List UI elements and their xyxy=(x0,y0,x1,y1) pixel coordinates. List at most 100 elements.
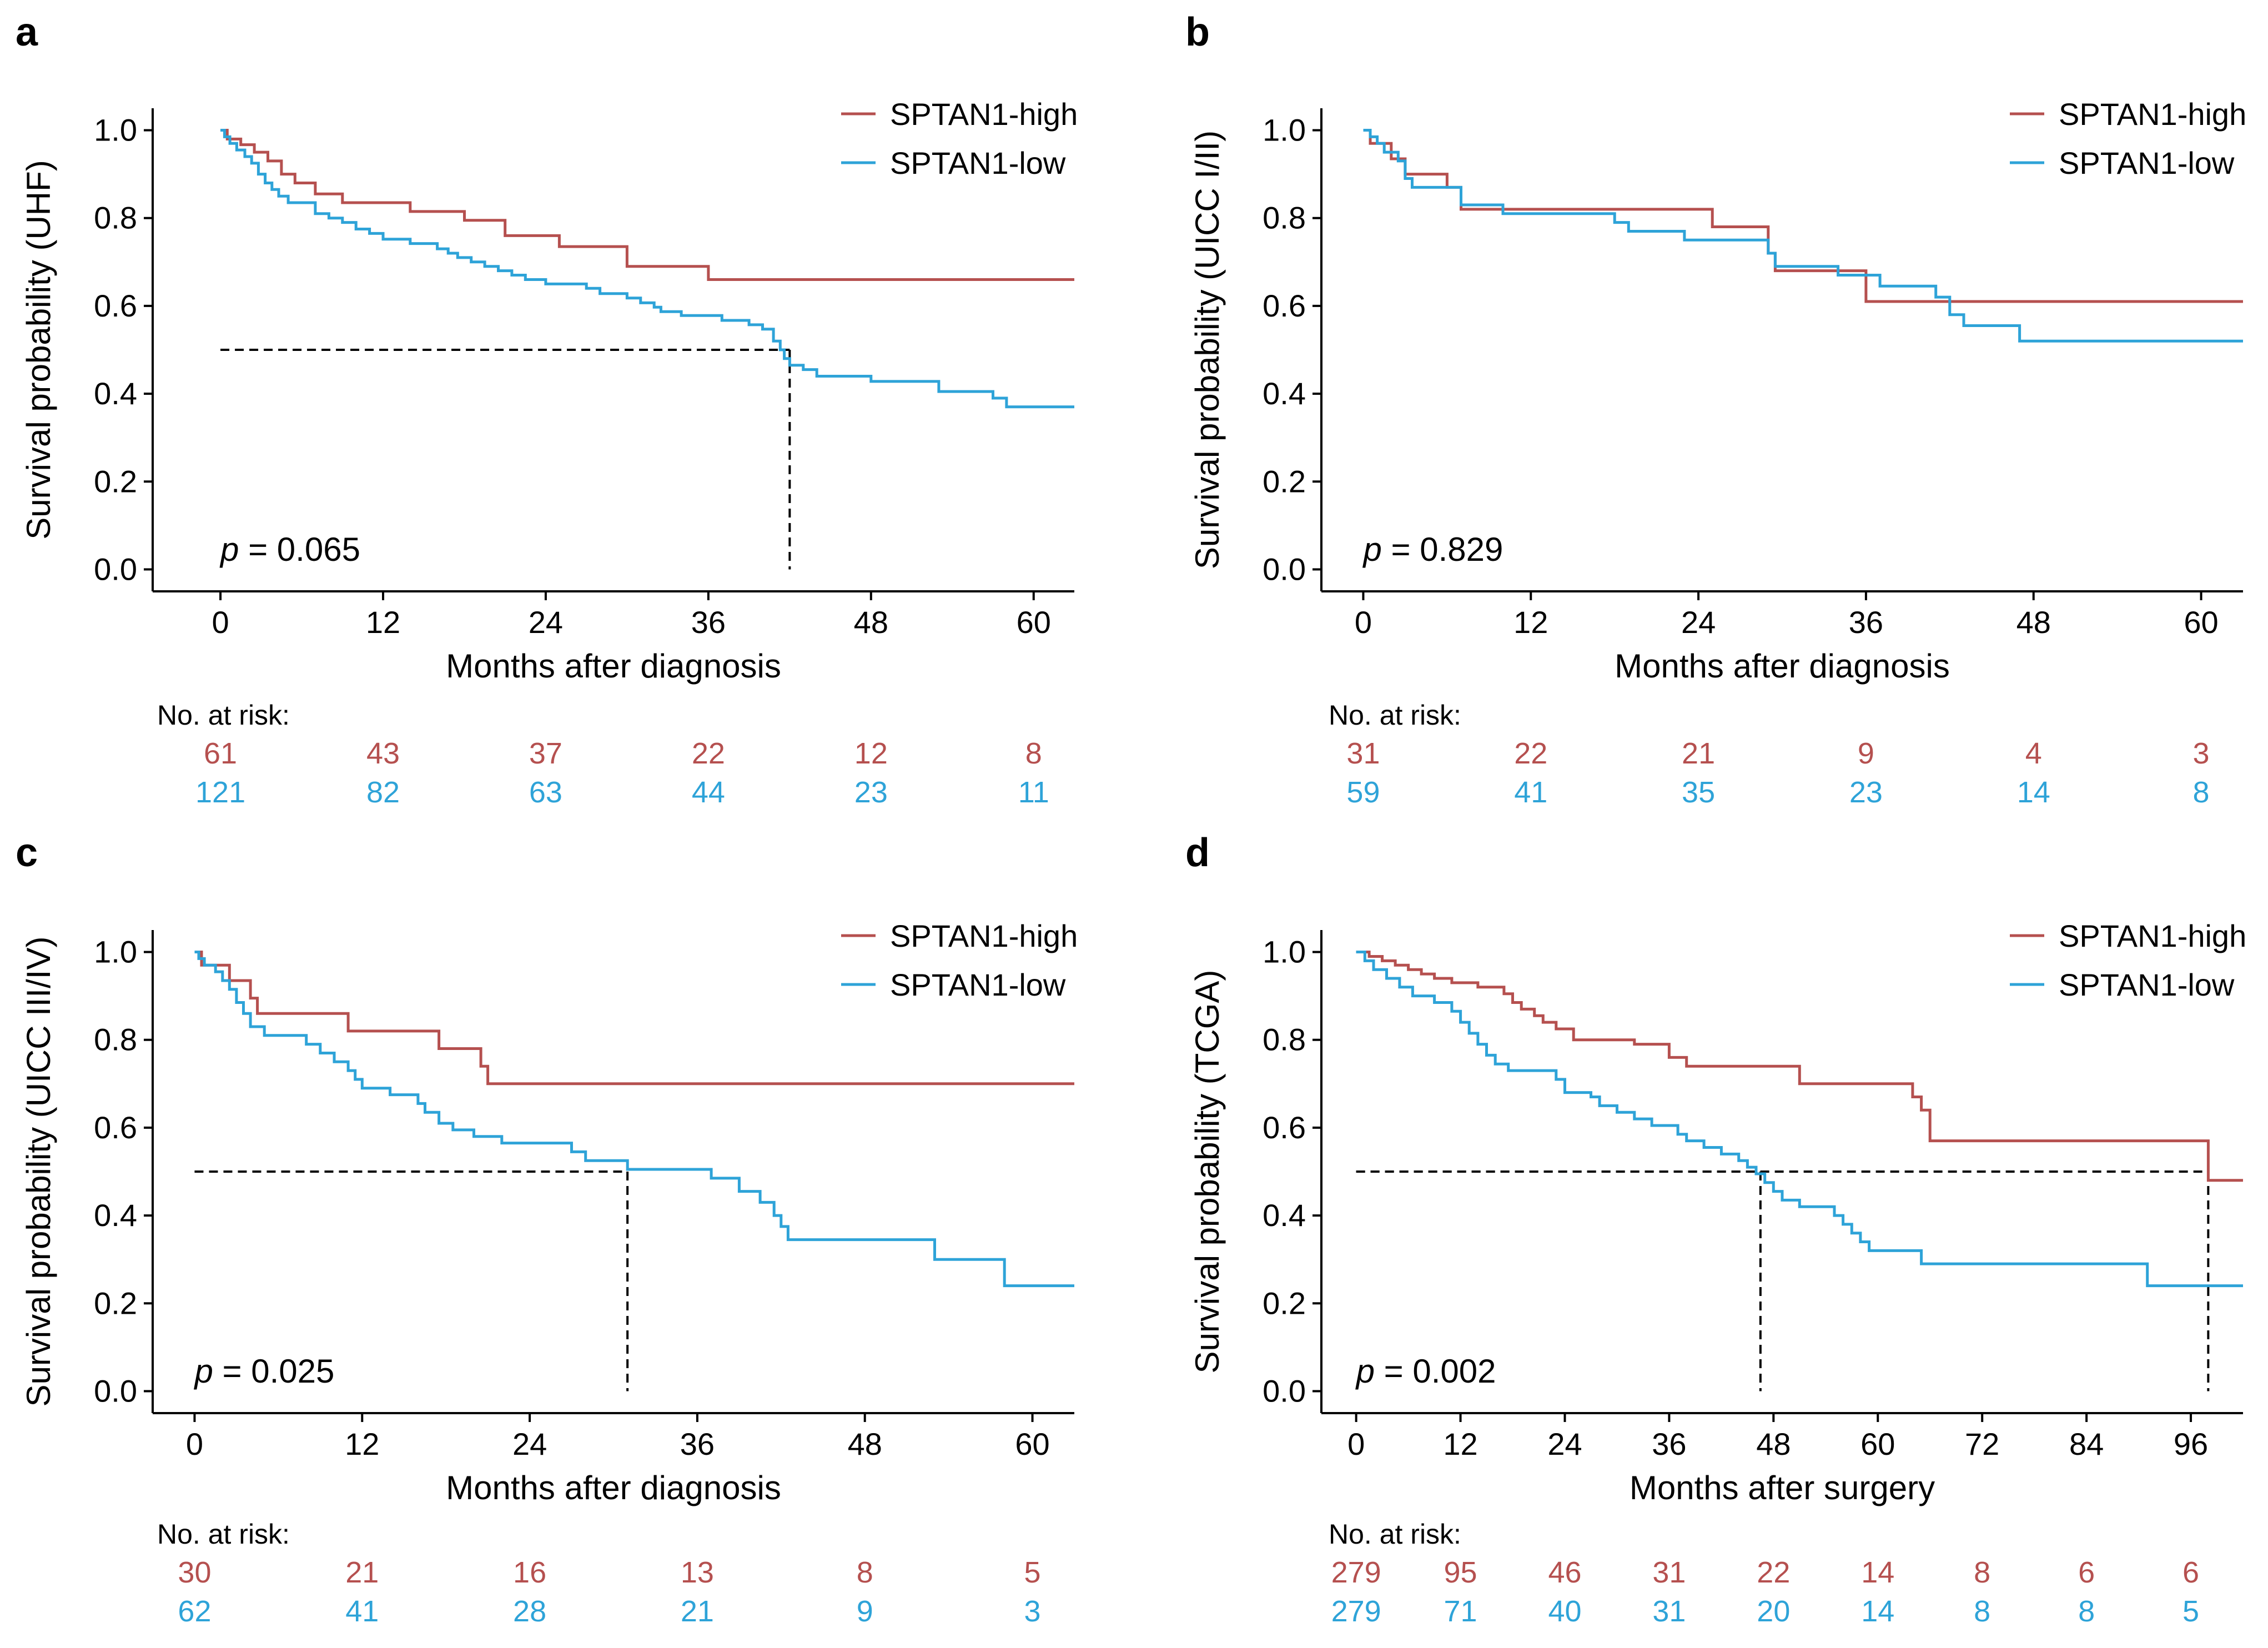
risk-count-high-a: 43 xyxy=(366,737,400,770)
risk-count-high-c: 13 xyxy=(681,1556,714,1589)
y-tick-label-c: 0.2 xyxy=(94,1285,137,1320)
x-tick-label-c: 0 xyxy=(186,1426,203,1461)
survival-curve-sptan1-low-d xyxy=(1356,951,2243,1288)
p-value-number-b: = 0.829 xyxy=(1382,531,1503,568)
risk-table-title-d: No. at risk: xyxy=(1329,1519,1461,1550)
risk-count-high-b: 22 xyxy=(1514,737,1547,770)
x-tick-label-b: 36 xyxy=(1849,605,1883,640)
x-tick-label-d: 60 xyxy=(1860,1426,1895,1461)
risk-count-low-d: 31 xyxy=(1652,1595,1686,1628)
p-value-b: p = 0.829 xyxy=(1362,531,1503,568)
risk-count-high-b: 4 xyxy=(2025,737,2042,770)
x-tick-label-b: 12 xyxy=(1513,605,1548,640)
x-tick-label-b: 0 xyxy=(1355,605,1372,640)
x-axis-title-a: Months after diagnosis xyxy=(446,647,781,685)
y-axis-title-b: Survival probability (UICC I/II) xyxy=(1189,130,1226,569)
survival-curve-sptan1-low-c xyxy=(194,951,1074,1288)
risk-count-high-a: 61 xyxy=(204,737,237,770)
x-tick-label-a: 60 xyxy=(1017,605,1051,640)
y-tick-label-a: 1.0 xyxy=(94,113,137,148)
p-value-symbol-d: p xyxy=(1355,1353,1375,1390)
risk-count-low-d: 5 xyxy=(2182,1595,2199,1628)
risk-count-low-b: 35 xyxy=(1682,776,1715,809)
risk-table-title-b: No. at risk: xyxy=(1329,700,1461,731)
risk-table-title-a: No. at risk: xyxy=(157,700,290,731)
y-axis-title-c: Survival probability (UICC III/IV) xyxy=(20,937,57,1407)
p-value-number-c: = 0.025 xyxy=(213,1353,335,1390)
y-tick-label-a: 0.6 xyxy=(94,288,137,323)
panel-c: c 0.0 0.2 0.4 0.6 0.8 1.0 0 12 24 36 48 60 Months af… xyxy=(16,831,1078,1628)
x-tick-label-a: 12 xyxy=(366,605,400,640)
x-tick-label-a: 0 xyxy=(212,605,229,640)
x-tick-label-d: 0 xyxy=(1347,1426,1365,1461)
risk-count-low-c: 41 xyxy=(345,1595,379,1628)
panel-letter-a: a xyxy=(16,10,38,54)
plot-area-a: 0.0 0.2 0.4 0.6 0.8 1.0 0 12 24 36 48 60 Months afte… xyxy=(20,97,1078,685)
risk-count-high-a: 12 xyxy=(854,737,888,770)
risk-count-low-a: 63 xyxy=(529,776,562,809)
y-tick-label-d: 0.0 xyxy=(1263,1373,1306,1408)
y-axis-title-d: Survival probability (TCGA) xyxy=(1189,970,1226,1374)
legend-label-sptan1-high-c: SPTAN1-high xyxy=(890,918,1078,953)
legend-label-sptan1-high-b: SPTAN1-high xyxy=(2059,97,2246,132)
y-tick-label-b: 0.6 xyxy=(1263,288,1306,323)
risk-count-high-b: 21 xyxy=(1682,737,1715,770)
risk-count-low-d: 71 xyxy=(1444,1595,1477,1628)
p-value-symbol-a: p xyxy=(219,531,239,568)
survival-curve-sptan1-high-c xyxy=(194,951,1074,1086)
panel-a: a 0.0 0.2 0.4 0.6 0.8 1.0 0 12 24 36 48 60 Months af… xyxy=(16,10,1078,809)
x-axis-title-c: Months after diagnosis xyxy=(446,1469,781,1506)
risk-table-d: No. at risk: 279 95 46 31 22 14 8 6 6 279 71 40 31 20 1… xyxy=(1329,1519,2199,1628)
risk-count-low-a: 44 xyxy=(692,776,725,809)
risk-count-high-d: 279 xyxy=(1331,1556,1381,1589)
risk-count-high-c: 30 xyxy=(178,1556,211,1589)
x-tick-label-c: 24 xyxy=(512,1426,547,1461)
panel-letter-d: d xyxy=(1185,831,1210,875)
legend-label-sptan1-high-a: SPTAN1-high xyxy=(890,97,1078,132)
plot-area-b: 0.0 0.2 0.4 0.6 0.8 1.0 0 12 24 36 48 60 Months afte… xyxy=(1189,97,2246,685)
x-tick-label-d: 12 xyxy=(1443,1426,1477,1461)
risk-count-high-c: 5 xyxy=(1024,1556,1041,1589)
risk-count-low-c: 21 xyxy=(681,1595,714,1628)
survival-curve-sptan1-low-b xyxy=(1363,129,2243,343)
y-tick-label-d: 0.2 xyxy=(1263,1285,1306,1320)
risk-count-high-d: 14 xyxy=(1861,1556,1894,1589)
risk-table-title-c: No. at risk: xyxy=(157,1519,290,1550)
x-tick-label-c: 36 xyxy=(680,1426,715,1461)
risk-table-a: No. at risk: 61 43 37 22 12 8 121 82 63 44 23 11 xyxy=(157,700,1049,809)
risk-count-high-a: 8 xyxy=(1025,737,1042,770)
x-tick-label-a: 36 xyxy=(691,605,726,640)
risk-count-high-d: 95 xyxy=(1444,1556,1477,1589)
survival-curve-sptan1-high-a xyxy=(220,129,1074,281)
risk-count-high-d: 6 xyxy=(2078,1556,2095,1589)
x-tick-label-d: 36 xyxy=(1652,1426,1686,1461)
risk-count-low-d: 40 xyxy=(1548,1595,1581,1628)
x-tick-label-a: 24 xyxy=(529,605,563,640)
risk-count-high-d: 8 xyxy=(1974,1556,1990,1589)
y-tick-label-d: 0.6 xyxy=(1263,1110,1306,1145)
x-tick-label-c: 60 xyxy=(1015,1426,1049,1461)
y-tick-label-b: 0.2 xyxy=(1263,464,1306,499)
x-tick-label-a: 48 xyxy=(854,605,888,640)
x-tick-label-d: 84 xyxy=(2069,1426,2104,1461)
risk-count-low-d: 14 xyxy=(1861,1595,1894,1628)
y-tick-label-a: 0.0 xyxy=(94,551,137,586)
risk-table-c: No. at risk: 30 21 16 13 8 5 62 41 28 21 9 3 xyxy=(157,1519,1041,1628)
y-tick-label-b: 0.0 xyxy=(1263,551,1306,586)
legend-label-sptan1-low-b: SPTAN1-low xyxy=(2059,145,2235,180)
risk-count-low-d: 279 xyxy=(1331,1595,1381,1628)
risk-count-high-d: 6 xyxy=(2182,1556,2199,1589)
x-axis-title-d: Months after surgery xyxy=(1630,1469,1935,1506)
survival-curve-sptan1-high-d xyxy=(1356,951,2243,1182)
panel-letter-b: b xyxy=(1185,10,1210,54)
x-tick-label-d: 96 xyxy=(2174,1426,2208,1461)
y-tick-label-a: 0.8 xyxy=(94,200,137,235)
plot-area-c: 0.0 0.2 0.4 0.6 0.8 1.0 0 12 24 36 48 60 Months afte… xyxy=(20,918,1078,1506)
y-tick-label-d: 0.8 xyxy=(1263,1022,1306,1057)
x-tick-label-d: 24 xyxy=(1547,1426,1582,1461)
risk-count-high-c: 16 xyxy=(513,1556,546,1589)
risk-count-low-b: 59 xyxy=(1346,776,1380,809)
survival-curve-sptan1-high-b xyxy=(1363,129,2243,303)
y-tick-label-d: 1.0 xyxy=(1263,934,1306,969)
